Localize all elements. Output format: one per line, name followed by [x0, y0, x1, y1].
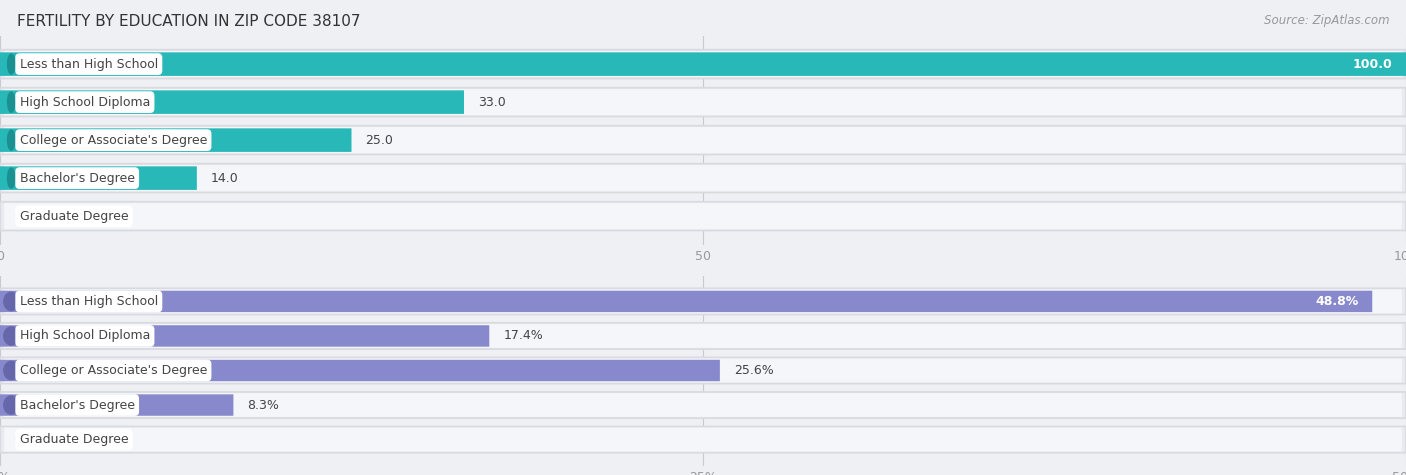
FancyBboxPatch shape — [0, 394, 233, 416]
FancyBboxPatch shape — [4, 393, 1402, 417]
FancyBboxPatch shape — [0, 128, 352, 152]
Text: 0.0%: 0.0% — [14, 433, 46, 446]
Circle shape — [4, 292, 18, 311]
FancyBboxPatch shape — [4, 428, 1402, 452]
Text: 48.8%: 48.8% — [1315, 295, 1358, 308]
Circle shape — [4, 361, 18, 380]
Text: FERTILITY BY EDUCATION IN ZIP CODE 38107: FERTILITY BY EDUCATION IN ZIP CODE 38107 — [17, 14, 360, 29]
Text: Bachelor's Degree: Bachelor's Degree — [20, 399, 135, 411]
Text: 17.4%: 17.4% — [503, 330, 543, 342]
FancyBboxPatch shape — [0, 360, 720, 381]
FancyBboxPatch shape — [0, 357, 1406, 384]
Text: Bachelor's Degree: Bachelor's Degree — [20, 171, 135, 185]
Circle shape — [4, 396, 18, 414]
FancyBboxPatch shape — [0, 52, 1406, 76]
FancyBboxPatch shape — [4, 127, 1402, 153]
Text: 8.3%: 8.3% — [247, 399, 280, 411]
FancyBboxPatch shape — [0, 291, 1372, 312]
Text: 100.0: 100.0 — [1353, 57, 1392, 71]
FancyBboxPatch shape — [4, 165, 1402, 191]
FancyBboxPatch shape — [0, 427, 1406, 453]
Text: 0.0: 0.0 — [14, 209, 34, 223]
FancyBboxPatch shape — [4, 51, 1402, 77]
Text: 14.0: 14.0 — [211, 171, 239, 185]
Text: 25.6%: 25.6% — [734, 364, 773, 377]
FancyBboxPatch shape — [0, 50, 1406, 78]
FancyBboxPatch shape — [4, 324, 1402, 348]
Text: College or Associate's Degree: College or Associate's Degree — [20, 364, 207, 377]
Circle shape — [4, 327, 18, 345]
FancyBboxPatch shape — [0, 202, 1406, 230]
Text: Graduate Degree: Graduate Degree — [20, 433, 128, 446]
Circle shape — [7, 130, 15, 150]
FancyBboxPatch shape — [0, 90, 464, 114]
FancyBboxPatch shape — [0, 288, 1406, 314]
FancyBboxPatch shape — [0, 166, 197, 190]
FancyBboxPatch shape — [0, 325, 489, 347]
Text: College or Associate's Degree: College or Associate's Degree — [20, 133, 207, 147]
FancyBboxPatch shape — [4, 289, 1402, 314]
Text: Less than High School: Less than High School — [20, 57, 157, 71]
Circle shape — [7, 168, 15, 188]
FancyBboxPatch shape — [0, 88, 1406, 116]
Text: High School Diploma: High School Diploma — [20, 330, 150, 342]
Circle shape — [7, 54, 15, 74]
FancyBboxPatch shape — [0, 323, 1406, 349]
Text: 25.0: 25.0 — [366, 133, 394, 147]
FancyBboxPatch shape — [4, 89, 1402, 115]
Text: Source: ZipAtlas.com: Source: ZipAtlas.com — [1264, 14, 1389, 27]
Text: High School Diploma: High School Diploma — [20, 95, 150, 109]
FancyBboxPatch shape — [0, 392, 1406, 418]
FancyBboxPatch shape — [0, 164, 1406, 192]
Circle shape — [7, 92, 15, 112]
FancyBboxPatch shape — [4, 359, 1402, 382]
FancyBboxPatch shape — [0, 126, 1406, 154]
Text: Less than High School: Less than High School — [20, 295, 157, 308]
Text: 33.0: 33.0 — [478, 95, 506, 109]
FancyBboxPatch shape — [4, 203, 1402, 229]
Text: Graduate Degree: Graduate Degree — [20, 209, 128, 223]
